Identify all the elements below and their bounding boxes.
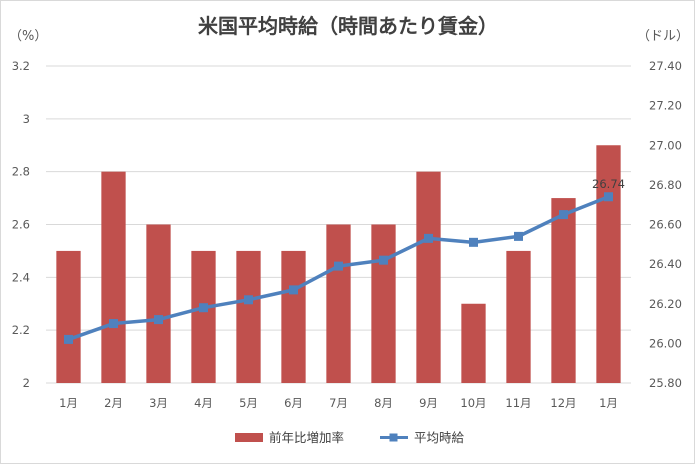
right-axis-tick-label: 26.80 [649, 178, 682, 192]
left-axis-tick-label: 2.2 [12, 323, 30, 337]
left-axis-unit: （%） [9, 29, 47, 44]
line-point [514, 231, 523, 241]
x-axis-category-label: 5月 [239, 396, 258, 410]
line-point [604, 192, 613, 202]
bar [281, 250, 306, 383]
right-axis-tick-label: 27.40 [649, 59, 682, 73]
bar [416, 171, 441, 383]
bar-series [56, 145, 621, 383]
line-point [379, 255, 388, 265]
line-point [64, 334, 73, 344]
line-series: 26.74 [64, 177, 625, 344]
x-axis-category-label: 10月 [460, 396, 486, 410]
bar [146, 224, 171, 383]
line-point [334, 261, 343, 271]
right-axis: 25.80 26.00 26.20 26.40 26.60 26.80 27.00 27.20… [649, 59, 682, 390]
bar [236, 250, 261, 383]
bar [56, 250, 81, 383]
legend-bar-label: 前年比増加率 [269, 430, 344, 445]
data-label: 26.74 [592, 177, 625, 191]
left-axis-tick-label: 2.6 [12, 218, 30, 232]
bar [506, 250, 531, 383]
legend-line-label: 平均時給 [414, 430, 465, 445]
left-axis-tick-label: 3.2 [12, 59, 30, 73]
line-point [244, 295, 253, 305]
line-point [154, 315, 163, 325]
x-axis-category-label: 8月 [374, 396, 393, 410]
x-axis-category-label: 2月 [104, 396, 123, 410]
x-axis-category-label: 1月 [599, 396, 618, 410]
right-axis-tick-label: 27.00 [649, 138, 682, 152]
x-axis-category-label: 12月 [550, 396, 576, 410]
legend-bar-swatch [235, 433, 263, 442]
line-point [289, 285, 298, 295]
x-axis-category-label: 9月 [419, 396, 438, 410]
bar [596, 145, 621, 383]
x-axis-category-label: 1月 [59, 396, 78, 410]
x-axis: 1月 2月 3月 4月 5月 6月 7月 8月 9月 10月 11月 12月 1月 [59, 396, 618, 410]
right-axis-tick-label: 26.00 [649, 336, 682, 350]
left-axis-tick-label: 2 [23, 376, 30, 390]
right-axis-tick-label: 26.20 [649, 297, 682, 311]
right-axis-tick-label: 26.60 [649, 218, 682, 232]
bar [371, 224, 396, 383]
bar [191, 250, 216, 383]
right-axis-unit: （ドル） [637, 29, 689, 44]
chart-title: 米国平均時給（時間あたり賃金） [198, 14, 498, 38]
legend: 前年比増加率 平均時給 [235, 430, 465, 445]
bar [461, 303, 486, 383]
bar [551, 198, 576, 383]
line-point [199, 303, 208, 313]
left-axis-tick-label: 3 [23, 112, 30, 126]
left-axis: 2 2.2 2.4 2.6 2.8 3 3.2 [12, 59, 30, 390]
line-point [424, 233, 433, 243]
bar [326, 224, 351, 383]
x-axis-category-label: 3月 [149, 396, 168, 410]
line-point [109, 319, 118, 329]
right-axis-tick-label: 25.80 [649, 376, 682, 390]
right-axis-tick-label: 27.20 [649, 99, 682, 113]
line-point [559, 210, 568, 220]
bar [101, 171, 126, 383]
right-axis-tick-label: 26.40 [649, 257, 682, 271]
x-axis-category-label: 11月 [505, 396, 531, 410]
left-axis-tick-label: 2.8 [12, 165, 30, 179]
left-axis-tick-label: 2.4 [12, 270, 30, 284]
line-point [469, 237, 478, 247]
x-axis-category-label: 7月 [329, 396, 348, 410]
legend-line-marker [389, 433, 398, 442]
x-axis-category-label: 4月 [194, 396, 213, 410]
x-axis-category-label: 6月 [284, 396, 303, 410]
